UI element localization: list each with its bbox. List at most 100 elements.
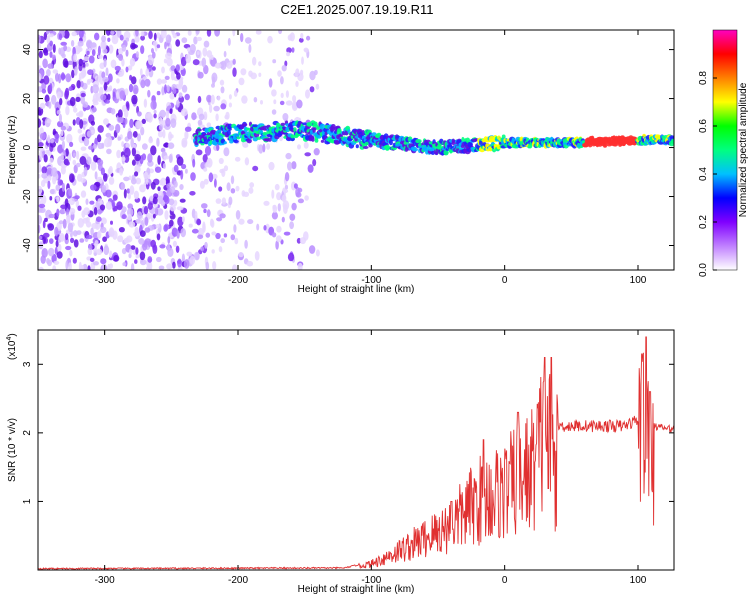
spectrogram-speckle [54,226,59,237]
spectrogram-speckle [134,171,139,177]
spectrogram-speckle [283,231,291,236]
spectrogram-speckle [135,218,141,224]
spectrogram-speckle [176,99,180,108]
spectrogram-ridge-cell [235,134,239,138]
spectrogram-speckle [297,262,303,270]
spectrogram-speckle [263,200,270,206]
spectrogram-speckle [76,162,81,168]
spectrogram-speckle [228,196,233,206]
spectrogram-speckle [91,222,98,229]
spectrogram-speckle [148,137,154,144]
spectrogram-speckle [72,119,76,126]
spectrogram-speckle [86,39,93,49]
spectrogram-speckle [125,37,130,42]
spectrogram-speckle [226,62,233,69]
spectrogram-speckle [228,94,232,100]
spectrogram-speckle [50,138,54,144]
spectrogram-speckle [185,53,191,64]
spectrogram-speckle [83,166,88,177]
spectrogram-speckle [162,129,166,139]
spectrogram-speckle [55,240,59,248]
spectrogram-speckle [83,56,90,62]
spectrogram-speckle [112,194,118,201]
spectrogram-speckle [96,232,101,239]
spectrogram-speckle [283,204,288,214]
spectrogram-speckle [130,245,136,250]
spectrogram-speckle [120,165,124,174]
spectrogram-speckle [52,43,56,53]
spectrogram-speckle [52,128,57,136]
spectrogram-speckle [49,157,54,163]
spectrogram-speckle [38,224,41,234]
spectrogram-speckle [39,151,43,161]
spectrogram-ridge-cell [262,131,268,136]
spectrogram-speckle [152,196,158,205]
spectrogram-speckle [163,58,168,64]
spectrogram-speckle [280,76,284,85]
spectrogram-speckle [47,223,55,231]
spectrogram-speckle [125,66,129,73]
spectrogram-speckle [258,144,264,154]
spectrogram-y-tick-label: 40 [22,44,33,56]
spectrogram-speckle [219,213,226,219]
spectrogram-speckle [274,183,280,191]
spectrogram-speckle [220,238,225,244]
spectrogram-speckle [249,182,255,188]
spectrogram-speckle [78,30,84,39]
spectrogram-speckle [188,223,193,228]
spectrogram-speckle [197,71,204,79]
spectrogram-ridge-cell [280,122,286,126]
spectrogram-ridge-cell [227,123,233,129]
spectrogram-speckle [72,230,78,237]
spectrogram-speckle [103,58,107,68]
spectrogram-speckle [46,35,51,45]
spectrogram-speckle [144,227,151,233]
spectrogram-speckle [189,255,196,265]
spectrogram-speckle [230,188,236,194]
spectrogram-speckle [205,232,211,238]
spectrogram-speckle [56,91,62,99]
spectrogram-speckle [135,51,139,58]
spectrogram-speckle [128,221,136,228]
spectrogram-ridge-cell [206,132,211,136]
spectrogram-speckle [82,62,86,70]
spectrogram-speckle [60,41,67,46]
spectrogram-speckle [285,100,293,106]
spectrogram-speckle [211,76,216,86]
spectrogram-speckle [49,51,53,58]
spectrogram-speckle [212,261,217,270]
spectrogram-speckle [214,178,217,188]
colorbar-scale [713,30,737,270]
spectrogram-speckle [54,101,61,111]
spectrogram-speckle [123,176,130,182]
spectrogram-speckle [48,213,56,219]
spectrogram-speckle [45,30,50,35]
spectrogram-speckle [92,84,99,94]
spectrogram-speckle [206,122,212,128]
colorbar-tick-label: 0.2 [698,215,709,229]
spectrogram-speckle [211,249,215,254]
spectrogram-speckle [286,51,291,57]
spectrogram-speckle [132,131,138,138]
colorbar-ticks: 0.0 0.2 0.4 0.6 0.8 [698,71,717,277]
spectrogram-speckle [135,30,139,37]
spectrogram-speckle [38,118,42,128]
spectrogram-speckle [61,53,66,59]
spectrogram-speckle [157,186,161,192]
spectrogram-speckle [129,57,136,67]
spectrogram-speckle [170,186,176,194]
snr-series-line [38,336,674,570]
spectrogram-speckle [173,199,178,206]
spectrogram-speckle [206,30,212,37]
spectrogram-speckle [62,218,67,229]
spectrogram-speckle [47,63,54,69]
spectrogram-speckle [108,228,115,238]
spectrogram-speckle [61,182,65,192]
spectrogram-speckle [49,196,53,201]
spectrogram-speckle [192,158,196,168]
spectrogram-speckle [296,237,301,244]
spectrogram-speckle [61,140,65,150]
spectrogram-speckle [51,94,57,105]
spectrogram-speckle [203,64,209,75]
spectrogram-speckle [281,194,287,203]
